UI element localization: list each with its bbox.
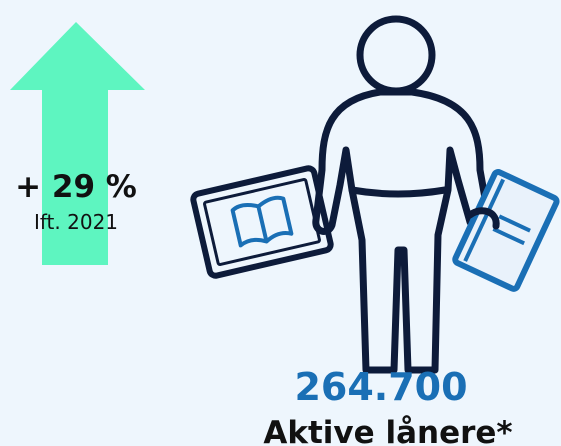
figure-label: Aktive lånere*: [263, 415, 512, 446]
change-value: + 29 %: [15, 169, 137, 205]
infographic: + 29 % Ift. 2021 264.700 Aktive lånere*: [0, 0, 561, 446]
change-note: Ift. 2021: [34, 210, 118, 234]
figure-value: 264.700: [294, 365, 467, 409]
